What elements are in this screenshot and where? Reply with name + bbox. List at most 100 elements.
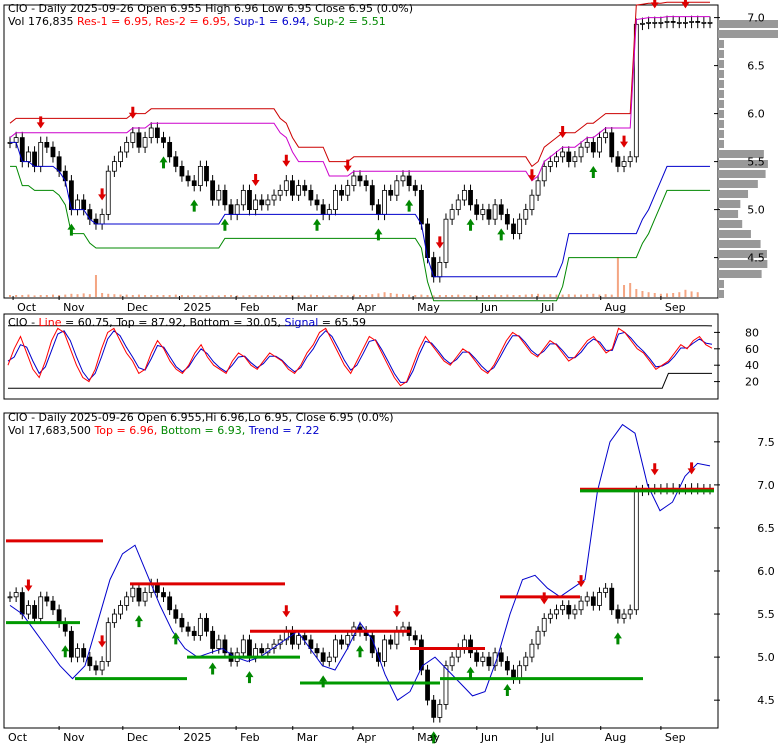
price-candle-body [652, 21, 658, 24]
volume-bar [168, 295, 171, 297]
price-candle-body [572, 156, 578, 163]
volume-bar [230, 295, 233, 297]
price-x-tick-label: Nov [63, 301, 85, 314]
volume-bar [9, 295, 11, 297]
price-candle-body [689, 21, 694, 23]
trend-sell-arrow [392, 605, 401, 618]
volume-bar [635, 289, 638, 297]
price-candle-body [695, 21, 701, 23]
buy-arrow [159, 156, 168, 169]
trend-candle-body [44, 596, 50, 602]
price-legend-entry: Res-1 = 6.95, [77, 15, 155, 28]
trend-candle-body [535, 630, 541, 645]
volume-bar [199, 295, 202, 297]
volume-bar [463, 295, 466, 297]
trend-candle-body [431, 699, 437, 718]
trend-candle-body [529, 643, 535, 658]
trend-candle-body [124, 596, 130, 606]
trend-sell-arrow [24, 579, 33, 592]
price-candle-body [480, 209, 486, 215]
price-candle-body [406, 175, 412, 186]
price-candle-body [461, 189, 467, 201]
price-candle-body [161, 137, 166, 143]
sup-1-line [10, 141, 710, 278]
trend-sell-arrow [650, 463, 659, 476]
price-candle-body [615, 156, 621, 167]
volume-bar [33, 295, 36, 297]
price-candle-body [621, 161, 627, 167]
price-candle-body [658, 21, 664, 24]
trend-candle-body [627, 609, 633, 615]
volume-bar [690, 291, 693, 297]
volume-bar [506, 294, 509, 297]
volume-bar [285, 295, 288, 297]
price-candle-body [419, 189, 424, 225]
trend-candle-body [541, 617, 547, 632]
price-candle-body [26, 151, 31, 162]
volume-bar [549, 294, 552, 297]
price-candle-body [707, 21, 713, 24]
price-candle-body [308, 189, 314, 201]
volume-profile-bar [718, 220, 743, 228]
price-x-tick-label: 2025 [183, 301, 211, 314]
price-x-tick-label: Mar [297, 301, 318, 314]
price-x-tick-label: Feb [240, 301, 259, 314]
price-candle-body [449, 209, 455, 220]
volume-profile-bar [718, 150, 764, 158]
price-candle-body [412, 185, 418, 191]
volume-bar [316, 295, 319, 297]
buy-arrow [313, 218, 322, 231]
volume-bar [254, 295, 257, 297]
trend-candle-body [443, 665, 449, 705]
sell-arrow [36, 116, 45, 129]
price-header-legend: Vol 176,835 Res-1 = 6.95, Res-2 = 6.95, … [8, 15, 386, 28]
trend-candle-body [50, 600, 56, 611]
volume-bar [543, 294, 546, 297]
sell-arrow [98, 188, 107, 201]
trend-candle-body [204, 617, 209, 632]
trend-candle-body [437, 704, 443, 718]
volume-bar [113, 294, 116, 297]
trend-buy-arrow [61, 645, 70, 658]
volume-bar [82, 293, 85, 297]
trend-candle-body [136, 587, 142, 602]
price-candle-body [111, 161, 117, 172]
trend-candle-body [615, 609, 621, 619]
sell-arrow [282, 154, 291, 167]
volume-bar [567, 294, 570, 297]
price-candle-body [99, 213, 105, 225]
price-candle-body [185, 175, 191, 182]
trend-candle-body [87, 656, 93, 667]
trend-candle-body [185, 626, 191, 632]
buy-arrow [190, 199, 199, 212]
price-candle-body [56, 156, 62, 172]
sell-arrow [681, 0, 690, 9]
volume-bar [119, 294, 122, 297]
volume-bar [438, 295, 441, 297]
price-y-tick-label: 5.5 [747, 156, 765, 169]
volume-bar [211, 295, 214, 297]
volume-bar [328, 295, 331, 297]
vol-label: Vol 176,835 [8, 15, 77, 28]
trend-candle-body [111, 613, 117, 624]
trend-x-tick-label: Nov [63, 731, 85, 744]
volume-bar [629, 283, 632, 297]
stochastic-panel-frame [3, 313, 719, 400]
volume-bar [131, 295, 134, 297]
trend-buy-arrow [429, 731, 438, 744]
trend-buy-arrow [503, 684, 512, 697]
trend-x-tick-label: Sep [665, 731, 686, 744]
trend-y-tick-label: 5.5 [757, 608, 775, 621]
trend-candle-body [388, 639, 394, 645]
price-x-tick-label: Apr [357, 301, 377, 314]
sell-arrow [343, 159, 352, 172]
volume-bar [217, 295, 220, 297]
price-candle-body [554, 156, 559, 163]
volume-bar [340, 295, 343, 297]
price-candle-body [468, 189, 473, 206]
price-candle-body [492, 204, 498, 220]
volume-bar [512, 295, 515, 297]
volume-profile-bar [718, 70, 724, 78]
stoch-y-tick-label: 20 [745, 376, 759, 389]
volume-bar [530, 294, 533, 297]
